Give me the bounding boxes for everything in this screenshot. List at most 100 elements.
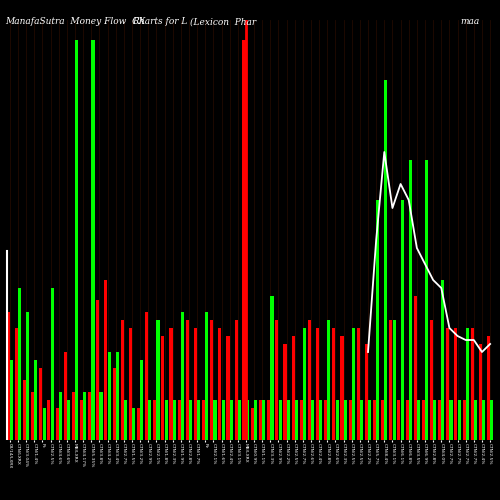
Bar — [194, 328, 197, 440]
Bar — [422, 400, 425, 440]
Bar — [88, 392, 91, 440]
Bar — [31, 392, 34, 440]
Bar — [300, 400, 303, 440]
Bar — [373, 400, 376, 440]
Bar — [108, 352, 110, 440]
Bar — [15, 328, 18, 440]
Bar — [222, 400, 224, 440]
Bar — [140, 360, 143, 440]
Bar — [42, 408, 45, 440]
Bar — [214, 400, 216, 440]
Bar — [381, 400, 384, 440]
Bar — [442, 280, 444, 440]
Bar — [414, 296, 417, 440]
Bar — [259, 400, 262, 440]
Bar — [202, 400, 205, 440]
Bar — [356, 328, 360, 440]
Bar — [340, 336, 344, 440]
Bar — [80, 400, 83, 440]
Bar — [474, 400, 477, 440]
Bar — [470, 328, 474, 440]
Bar — [254, 400, 257, 440]
Bar — [430, 320, 433, 440]
Bar — [251, 408, 254, 440]
Bar — [162, 336, 164, 440]
Bar — [433, 400, 436, 440]
Bar — [479, 344, 482, 440]
Bar — [278, 400, 281, 440]
Bar — [454, 328, 458, 440]
Bar — [398, 400, 400, 440]
Bar — [186, 320, 189, 440]
Bar — [124, 400, 127, 440]
Bar — [262, 400, 266, 440]
Bar — [487, 336, 490, 440]
Bar — [92, 40, 94, 440]
Bar — [164, 400, 168, 440]
Bar — [116, 352, 119, 440]
Bar — [34, 360, 37, 440]
Bar — [56, 408, 58, 440]
Bar — [348, 400, 352, 440]
Bar — [400, 200, 404, 440]
Bar — [173, 400, 176, 440]
Bar — [67, 400, 70, 440]
Bar — [132, 408, 135, 440]
Bar — [6, 312, 10, 440]
Bar — [446, 328, 450, 440]
Bar — [75, 40, 78, 440]
Bar — [104, 280, 108, 440]
Bar — [458, 400, 460, 440]
Bar — [59, 392, 62, 440]
Bar — [153, 400, 156, 440]
Bar — [425, 160, 428, 440]
Bar — [392, 320, 396, 440]
Bar — [344, 400, 347, 440]
Bar — [210, 320, 214, 440]
Bar — [352, 328, 355, 440]
Bar — [246, 400, 249, 440]
Bar — [137, 408, 140, 440]
Bar — [226, 336, 230, 440]
Bar — [50, 288, 54, 440]
Bar — [316, 328, 319, 440]
Bar — [267, 400, 270, 440]
Bar — [292, 336, 294, 440]
Text: ManafaSutra  Money Flow  Charts for L: ManafaSutra Money Flow Charts for L — [5, 18, 188, 26]
Bar — [376, 200, 380, 440]
Bar — [295, 400, 298, 440]
Bar — [360, 400, 363, 440]
Bar — [83, 392, 86, 440]
Bar — [438, 400, 441, 440]
Bar — [311, 400, 314, 440]
Bar — [303, 328, 306, 440]
Bar — [206, 312, 208, 440]
Bar — [75, 40, 78, 440]
Bar — [417, 400, 420, 440]
Bar — [320, 400, 322, 440]
Bar — [197, 400, 200, 440]
Bar — [482, 400, 485, 440]
Bar — [96, 300, 100, 440]
Bar — [406, 400, 408, 440]
Bar — [145, 312, 148, 440]
Bar — [64, 352, 67, 440]
Bar — [308, 320, 311, 440]
Bar — [243, 40, 246, 440]
Bar — [230, 400, 233, 440]
Bar — [120, 320, 124, 440]
Bar — [390, 320, 392, 440]
Bar — [91, 40, 95, 440]
Text: RX: RX — [132, 18, 145, 26]
Bar — [270, 296, 274, 440]
Bar — [48, 400, 50, 440]
Bar — [276, 320, 278, 440]
Bar — [490, 400, 494, 440]
Bar — [462, 400, 466, 440]
Bar — [286, 400, 290, 440]
Bar — [384, 80, 388, 440]
Bar — [100, 392, 102, 440]
Bar — [365, 344, 368, 440]
Bar — [450, 400, 452, 440]
Bar — [234, 320, 238, 440]
